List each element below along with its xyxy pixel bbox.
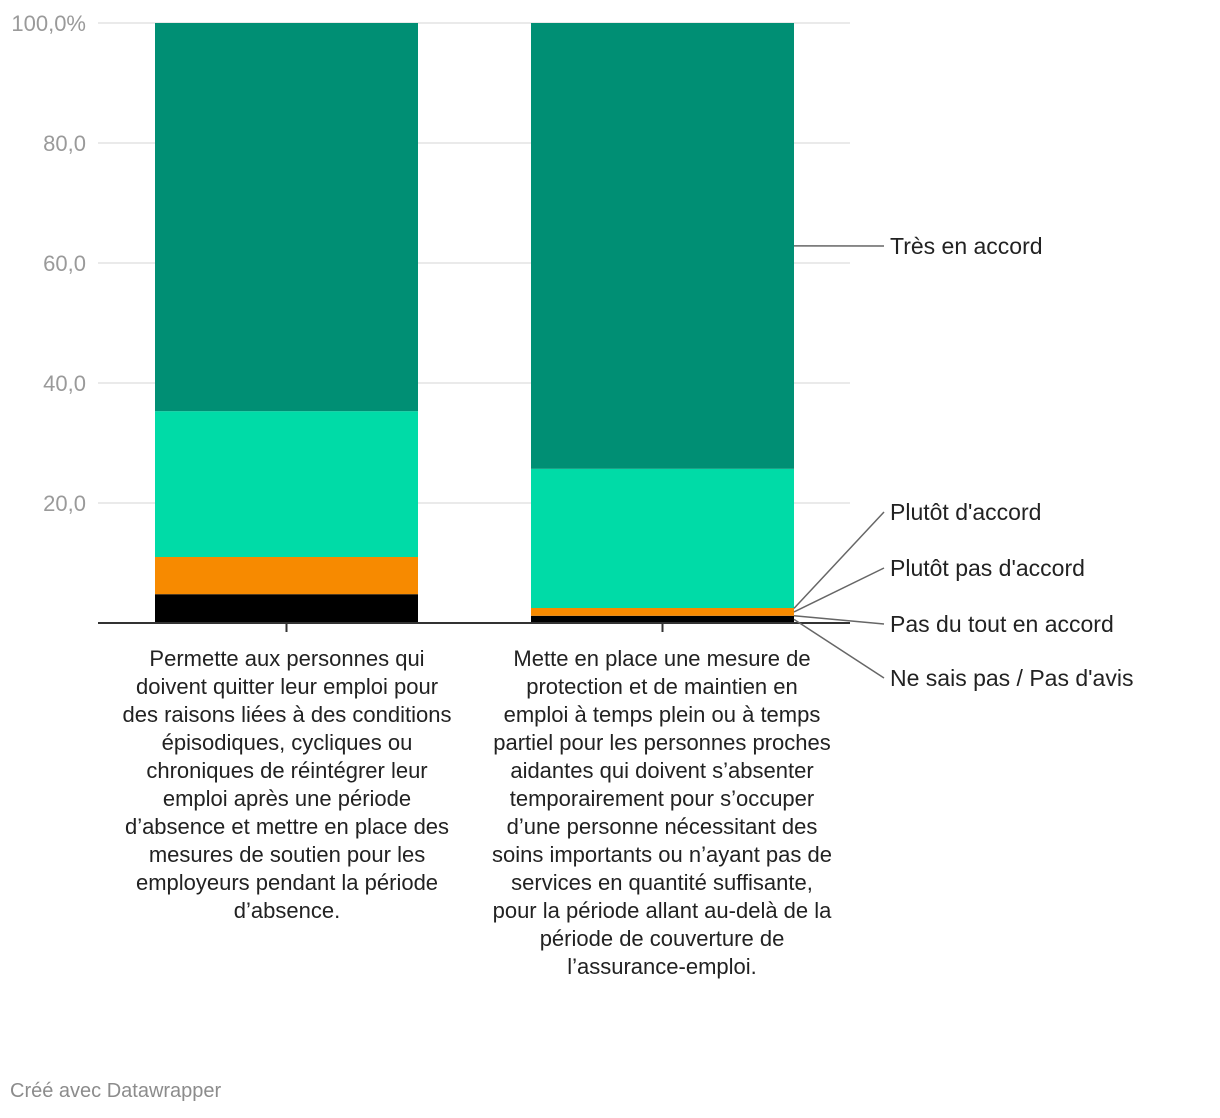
x-axis-ticks (285, 623, 664, 632)
legend-label: Plutôt pas d'accord (890, 555, 1085, 581)
legend-label: Pas du tout en accord (890, 611, 1114, 637)
bar-segment (155, 557, 418, 595)
bar-segment (155, 594, 418, 623)
y-tick-label: 80,0 (43, 131, 86, 156)
legend-leader-line (793, 567, 885, 613)
bar-segment (155, 411, 418, 557)
footer-credit: Créé avec Datawrapper (10, 1080, 222, 1102)
legend-label: Plutôt d'accord (890, 499, 1041, 525)
bar-segment (531, 615, 794, 623)
y-tick-label: 20,0 (43, 491, 86, 516)
legend-leader-line (793, 618, 885, 679)
y-tick-label: 100,0% (11, 11, 86, 36)
bar-segment (531, 608, 794, 616)
legend-leader-line (793, 615, 885, 625)
bar-segment (155, 23, 418, 412)
legend: Ne sais pas / Pas d'avis Pas du tout en a… (793, 233, 1133, 691)
bars (155, 23, 794, 623)
category-label-2: Mette en place une mesure de protection … (492, 646, 832, 979)
y-tick-label: 60,0 (43, 251, 86, 276)
legend-leader-line (793, 511, 885, 609)
category-label-1: Permette aux personnes qui doivent quitt… (122, 646, 452, 923)
y-tick-label: 40,0 (43, 371, 86, 396)
legend-label: Très en accord (890, 233, 1043, 259)
bar-segment (531, 23, 794, 469)
bar-segment (531, 468, 794, 608)
legend-label: Ne sais pas / Pas d'avis (890, 665, 1133, 691)
